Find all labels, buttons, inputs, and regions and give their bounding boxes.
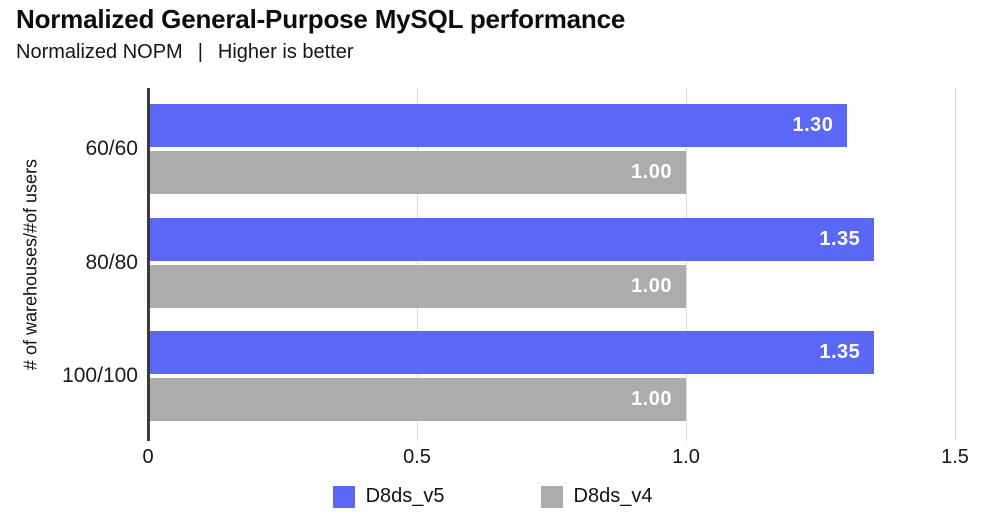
bar-d8ds-v5-100-100: 1.35: [148, 331, 875, 374]
bar-value-label: 1.30: [792, 114, 834, 136]
bar-d8ds-v5-80-80: 1.35: [148, 218, 875, 261]
legend: D8ds_v5 D8ds_v4: [0, 485, 985, 508]
x-tick-label-0-5: 0.5: [403, 446, 431, 468]
gridline-1-5: [955, 88, 956, 441]
subtitle-note: Higher is better: [217, 41, 354, 63]
gridline-1-0: [686, 88, 687, 441]
legend-label-d8ds-v4: D8ds_v4: [573, 485, 653, 507]
bar-value-label: 1.35: [819, 341, 861, 363]
bar-d8ds-v5-60-60: 1.30: [148, 104, 848, 147]
bar-d8ds-v4-100-100: 1.00: [148, 378, 686, 421]
category-label-80-80: 80/80: [85, 251, 138, 274]
gridline-0-5: [417, 88, 418, 441]
bar-group-100-100: 1.35 1.00: [148, 331, 955, 421]
x-tick-label-0: 0: [142, 446, 154, 468]
x-tick-label-1-0: 1.0: [672, 446, 700, 468]
legend-swatch-d8ds-v5: [332, 485, 355, 508]
legend-swatch-d8ds-v4: [540, 485, 563, 508]
legend-item-d8ds-v4: D8ds_v4: [540, 485, 653, 508]
bar-value-label: 1.00: [631, 275, 672, 297]
x-tick-label-1-5: 1.5: [941, 446, 969, 468]
bar-value-label: 1.00: [631, 161, 672, 183]
chart-title: Normalized General-Purpose MySQL perform…: [16, 4, 626, 34]
subtitle-separator: |: [197, 41, 203, 63]
plot-area: 1.30 1.00 1.35 1.00 1.35 1.00: [147, 88, 956, 441]
bar-value-label: 1.00: [631, 388, 672, 410]
legend-item-d8ds-v5: D8ds_v5: [332, 485, 445, 508]
legend-label-d8ds-v5: D8ds_v5: [365, 485, 445, 507]
category-label-60-60: 60/60: [85, 137, 138, 160]
bar-d8ds-v4-60-60: 1.00: [148, 151, 686, 194]
chart-subtitle: Normalized NOPM | Higher is better: [16, 41, 354, 64]
category-label-100-100: 100/100: [62, 364, 138, 387]
bar-d8ds-v4-80-80: 1.00: [148, 265, 686, 308]
subtitle-metric: Normalized NOPM: [16, 41, 183, 63]
bar-group-60-60: 1.30 1.00: [148, 104, 955, 194]
bar-value-label: 1.35: [819, 228, 861, 250]
bar-group-80-80: 1.35 1.00: [148, 218, 955, 308]
y-axis-line: [147, 88, 150, 441]
